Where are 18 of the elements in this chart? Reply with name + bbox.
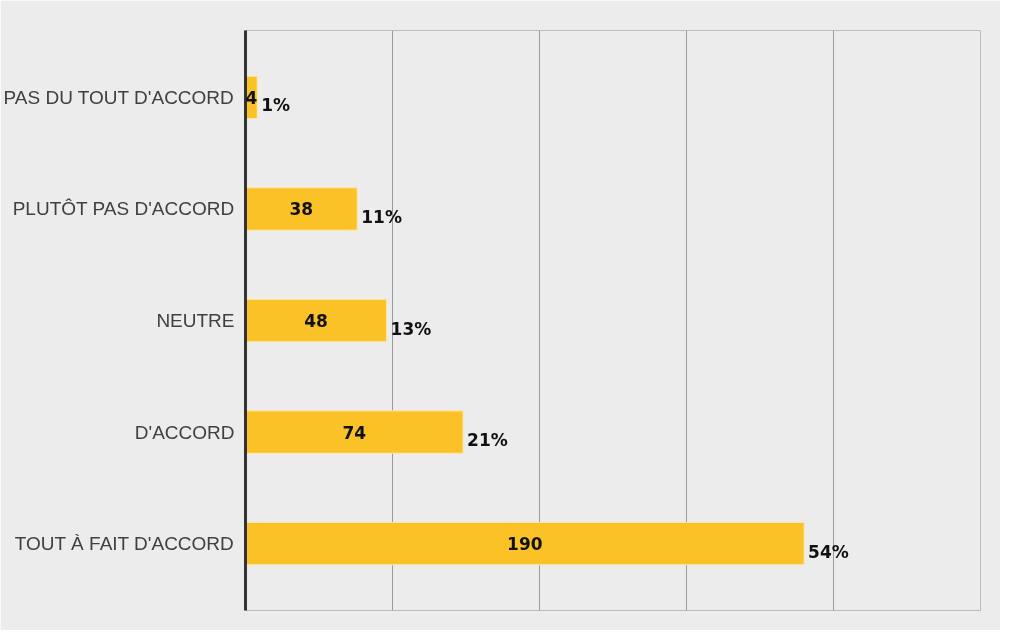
annotation: 1%	[261, 95, 291, 116]
data-label: 38	[289, 199, 314, 220]
y-tick-label: TOUT À FAIT D'ACCORD	[14, 533, 234, 555]
annotation: 11%	[361, 206, 402, 227]
y-tick-label: PAS DU TOUT D'ACCORD	[3, 86, 234, 108]
data-label: 48	[304, 311, 328, 331]
annotation: 54%	[808, 541, 849, 562]
bar	[245, 521, 805, 566]
bar	[245, 187, 358, 231]
annotation: 13%	[390, 318, 432, 339]
y-tick-label: D'ACCORD	[134, 421, 235, 443]
data-label: 74	[342, 422, 367, 443]
data-label: 190	[507, 534, 543, 555]
bar	[245, 410, 464, 454]
bar	[245, 298, 388, 343]
annotation: 21%	[467, 430, 508, 451]
y-tick-label: PLUTÔT PAS D'ACCORD	[12, 198, 235, 220]
y-tick-label: NEUTRE	[156, 310, 235, 331]
